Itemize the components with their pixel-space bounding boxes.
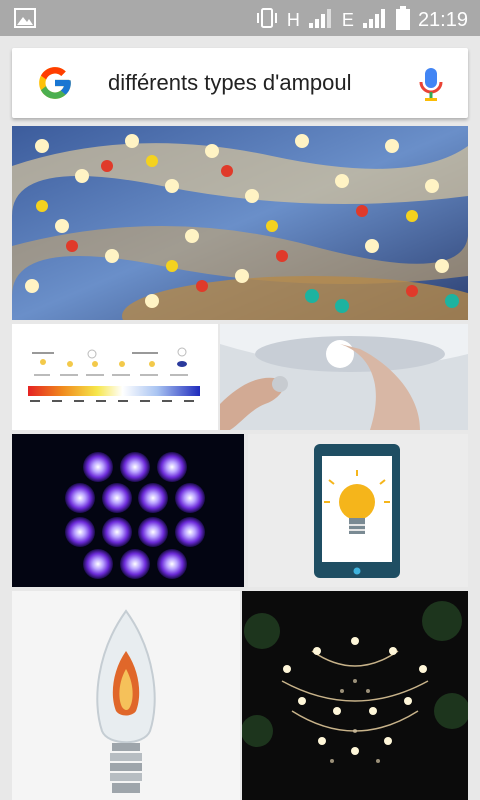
search-bar[interactable]: différents types d'ampoul (12, 48, 468, 118)
image-result-color-temperature-chart[interactable] (12, 324, 218, 430)
network-type-label-2: E (341, 9, 354, 30)
microphone-icon[interactable] (418, 66, 444, 102)
gallery-icon (14, 8, 36, 32)
image-result-purple-led-array[interactable] (12, 434, 244, 587)
status-bar: H E 21:19 (0, 0, 480, 36)
image-result-crystal-chandelier[interactable] (242, 591, 468, 800)
image-result-phone-bulb-icon[interactable] (248, 434, 468, 587)
image-result-carousel-ceiling[interactable] (12, 126, 468, 320)
google-logo-icon[interactable] (36, 64, 74, 102)
vibrate-icon (255, 7, 279, 33)
signal-icon-2 (362, 7, 388, 33)
signal-icon (308, 7, 334, 33)
battery-icon (395, 6, 410, 34)
clock: 21:19 (417, 8, 468, 31)
network-type-label: H (286, 9, 300, 30)
search-query[interactable]: différents types d'ampoul (108, 70, 352, 95)
image-result-candle-flame-bulb[interactable] (12, 591, 240, 800)
image-result-hand-changing-bulb[interactable] (220, 324, 468, 430)
